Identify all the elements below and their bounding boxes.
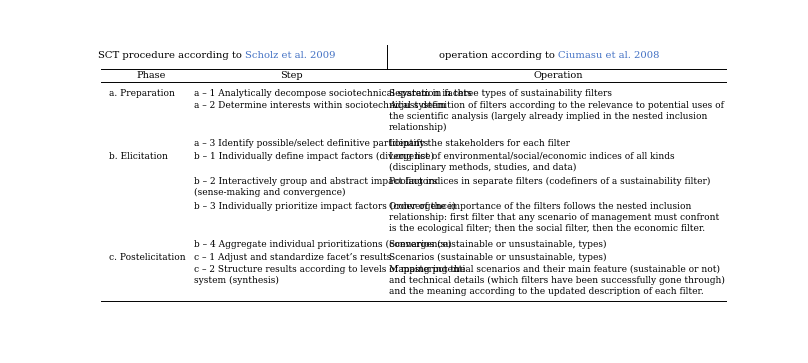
Text: SCT procedure according to: SCT procedure according to [98,50,245,60]
Text: b – 2 Interactively group and abstract impact factors
(sense-making and converge: b – 2 Interactively group and abstract i… [194,177,437,197]
Text: b – 1 Individually define impact factors (divergence): b – 1 Individually define impact factors… [194,152,434,161]
Text: Identify the stakeholders for each filter: Identify the stakeholders for each filte… [389,139,570,148]
Text: Ciumasu et al. 2008: Ciumasu et al. 2008 [558,50,659,60]
Text: b – 3 Individually prioritize impact factors (convergence): b – 3 Individually prioritize impact fac… [194,202,456,211]
Text: Step: Step [280,71,303,80]
Text: Mapping potential scenarios and their main feature (sustainable or not)
and tech: Mapping potential scenarios and their ma… [389,265,725,296]
Text: Scenarios (sustainable or unsustainable, types): Scenarios (sustainable or unsustainable,… [389,240,607,249]
Text: Separation in three types of sustainability filters: Separation in three types of sustainabil… [389,89,612,98]
Text: Adjust definition of filters according to the relevance to potential uses of
the: Adjust definition of filters according t… [389,101,724,132]
Text: Operation: Operation [533,71,583,80]
Text: Pooling indices in separate filters (codefiners of a sustainability filter): Pooling indices in separate filters (cod… [389,177,710,186]
Text: c – 1 Adjust and standardize facet’s results: c – 1 Adjust and standardize facet’s res… [194,253,391,262]
Text: Scholz et al. 2009: Scholz et al. 2009 [245,50,335,60]
Text: b. Elicitation: b. Elicitation [108,152,167,161]
Text: Scenarios (sustainable or unsustainable, types): Scenarios (sustainable or unsustainable,… [389,253,607,262]
Text: a – 3 Identify possible/select definitive participants: a – 3 Identify possible/select definitiv… [194,139,428,148]
Text: a – 1 Analytically decompose sociotechnical system in facets: a – 1 Analytically decompose sociotechni… [194,89,471,98]
Text: c – 2 Structure results according to levels of mastering the
system (synthesis): c – 2 Structure results according to lev… [194,265,465,285]
Text: c. Postelicitation: c. Postelicitation [108,253,185,262]
Text: a. Preparation: a. Preparation [108,89,175,98]
Text: Order of the importance of the filters follows the nested inclusion
relationship: Order of the importance of the filters f… [389,202,719,233]
Text: Phase: Phase [137,71,166,80]
Text: a – 2 Determine interests within sociotechnical system: a – 2 Determine interests within sociote… [194,101,446,110]
Text: Long list of environmental/social/economic indices of all kinds
(disciplinary me: Long list of environmental/social/econom… [389,152,675,172]
Text: operation according to: operation according to [439,50,558,60]
Text: b – 4 Aggregate individual prioritizations (convergence): b – 4 Aggregate individual prioritizatio… [194,240,451,249]
